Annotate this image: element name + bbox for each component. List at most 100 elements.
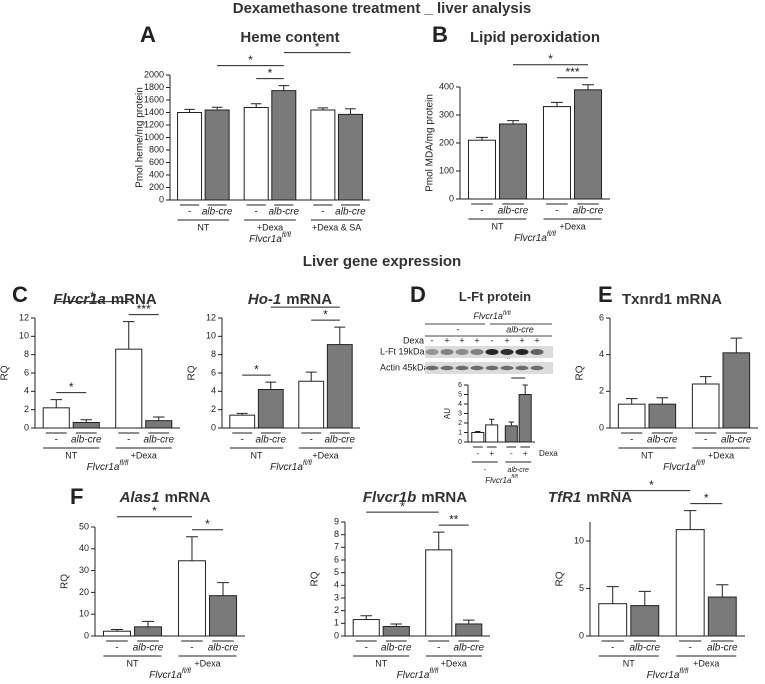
x-tick-label: alb-cre <box>453 643 484 654</box>
x-tick-label: - <box>190 643 193 654</box>
x-tick-label: alb-cre <box>647 435 678 446</box>
y-axis-label: AU <box>443 408 452 419</box>
error-bar <box>684 510 697 530</box>
blot-sign: + <box>444 335 449 345</box>
blot-group: - <box>457 324 460 334</box>
figure-title: Dexamethasone treatment _ liver analysis <box>233 0 531 17</box>
bar <box>298 380 325 429</box>
y-tick-label: 100 <box>439 165 454 175</box>
panel-title: Txnrd1 mRNA <box>622 291 722 308</box>
bar <box>617 403 646 429</box>
x-tick-label: - <box>188 207 191 218</box>
significance-label: * <box>205 517 210 531</box>
x-tick-label: alb-cre <box>707 643 738 654</box>
significance-label: * <box>268 66 273 80</box>
x-tick-label: alb-cre <box>573 206 604 217</box>
blot-band <box>440 349 454 355</box>
y-tick-label: 40 <box>79 543 89 553</box>
x-tick-label: alb-cre <box>630 643 661 654</box>
y-tick-label: 10 <box>206 331 216 341</box>
error-bar <box>50 399 62 408</box>
blot-sign: + <box>504 335 509 345</box>
group-label: +Dexa <box>194 658 220 668</box>
group-label: +Dexa <box>312 450 338 460</box>
bar <box>229 414 256 429</box>
title-text: mRNA <box>421 489 467 506</box>
x-tick-label: alb-cre <box>255 435 286 446</box>
blot-band <box>500 349 514 355</box>
x-tick-label: - <box>480 206 483 217</box>
title-text: mRNA <box>165 489 211 506</box>
significance-label: * <box>315 40 320 54</box>
panel: A Heme content Pmol heme/mg protein 0 200 400… <box>135 22 370 245</box>
significance-label: * <box>323 307 328 321</box>
y-tick-label: 8 <box>211 349 216 359</box>
bar <box>177 560 206 637</box>
panel-letter: B <box>432 22 448 47</box>
error-bar <box>475 431 481 433</box>
y-tick-label: 2 <box>334 605 339 615</box>
bar <box>485 424 499 443</box>
x-tick-label: alb-cre <box>208 643 239 654</box>
blot-band <box>470 365 484 371</box>
y-axis-label: RQ <box>575 365 586 380</box>
genotype-label: Flvcr1afl/fl <box>663 460 705 473</box>
group-label: - <box>484 467 487 474</box>
blot-band <box>455 365 469 371</box>
group-label: NT <box>127 658 139 668</box>
x-tick-label: - <box>611 643 614 654</box>
y-tick-label: 20 <box>79 587 89 597</box>
error-bar <box>236 412 248 416</box>
genotype-sup: fl/fl <box>679 668 688 675</box>
panel: TfR1 mRNA RQ 0 5 10 - alb-cre - alb-cre NT +Dexa Flv… <box>548 478 745 681</box>
error-bar <box>317 107 329 110</box>
y-tick-label: 0 <box>211 422 216 432</box>
error-bar <box>433 531 445 550</box>
bar <box>598 603 628 637</box>
y-tick-label: 2 <box>24 404 29 414</box>
y-tick-label: 0 <box>579 630 584 640</box>
genotype-label: Flvcr1afl/fl <box>647 668 689 681</box>
error-bar <box>334 326 346 345</box>
group-label: NT <box>197 222 209 232</box>
bar <box>243 107 269 201</box>
y-tick-label: 12 <box>19 312 29 322</box>
genotype-sup: fl/fl <box>547 231 556 238</box>
y-tick-label: 0 <box>458 439 462 446</box>
error-bar <box>656 397 669 405</box>
group-label: alb-cre <box>508 467 530 474</box>
panel-title: Ho-1 mRNA <box>248 291 332 308</box>
error-bar <box>184 108 195 113</box>
significance-label: * <box>90 289 95 303</box>
genotype-label: Flvcr1afl/fl <box>397 668 439 681</box>
y-tick-label: 8 <box>24 349 29 359</box>
significance-label: * <box>69 380 74 394</box>
x-tick-label: alb-cre <box>143 435 174 446</box>
section-title: Liver gene expression <box>303 253 461 270</box>
bar <box>675 529 705 637</box>
bar <box>648 403 677 429</box>
title-gene: Alas1 <box>119 489 160 506</box>
x-tick-label: alb-cre <box>133 643 164 654</box>
panel-letter: C <box>12 282 28 307</box>
panel-title: Flvcr1a mRNA <box>53 291 157 308</box>
x-tick-label: - <box>310 435 313 446</box>
genotype-sup: fl/fl <box>182 668 191 675</box>
y-tick-label: 200 <box>149 182 164 192</box>
bar <box>257 389 284 429</box>
significance-label: * <box>548 52 553 66</box>
error-bar <box>606 586 619 604</box>
x-side-label: Dexa <box>539 449 558 458</box>
bar <box>467 139 496 200</box>
group-label: +Dexa <box>693 658 719 668</box>
group-label: +Dexa <box>559 221 585 231</box>
x-tick-label: alb-cre <box>71 435 102 446</box>
significance-label: * <box>506 352 511 366</box>
genotype-sup: fl/fl <box>429 668 438 675</box>
title-text: mRNA <box>111 291 157 308</box>
y-tick-label: 5 <box>579 583 584 593</box>
blot-band <box>500 365 514 371</box>
y-tick-label: 4 <box>334 580 339 590</box>
y-tick-label: 6 <box>599 312 604 322</box>
